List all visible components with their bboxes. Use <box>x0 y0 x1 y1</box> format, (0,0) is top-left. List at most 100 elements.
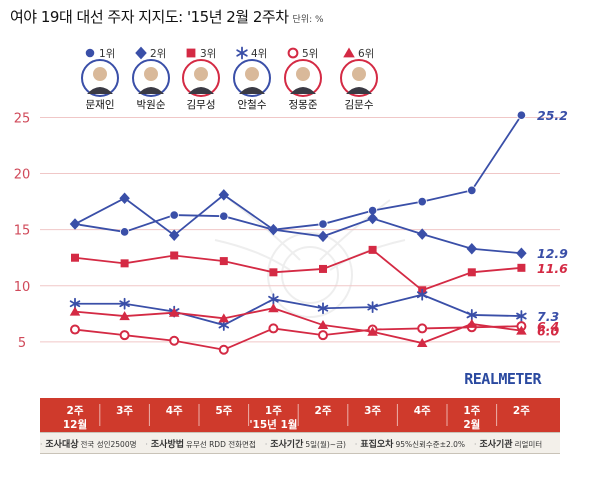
info-value: 5일(월)~금) <box>305 439 346 449</box>
data-point <box>517 263 526 272</box>
data-point <box>119 311 130 321</box>
data-point <box>367 212 378 225</box>
data-point <box>317 320 329 330</box>
data-point <box>219 257 228 266</box>
data-point <box>268 293 279 306</box>
asterisk-stroke <box>367 303 378 311</box>
data-point <box>516 325 527 335</box>
asterisk-stroke <box>218 321 230 329</box>
x-tick-label: 1주 <box>265 405 282 417</box>
legend-marker <box>343 47 355 58</box>
title-text: 여야 19대 대선 주자 지지도: '15년 2월 2주차 <box>10 8 289 26</box>
series-end-label: 25.2 <box>537 108 568 123</box>
data-point <box>119 297 130 310</box>
x-axis-band <box>40 398 560 432</box>
asterisk-stroke <box>268 295 279 303</box>
x-tick-label: 2주 <box>315 405 332 417</box>
asterisk-stroke <box>69 300 81 308</box>
data-point <box>317 230 329 243</box>
y-tick-label: 15 <box>14 224 31 239</box>
data-point <box>70 324 80 335</box>
avatar-name-bg <box>338 97 380 110</box>
legend-marker <box>84 47 96 59</box>
data-point <box>319 264 327 273</box>
x-tick-sublabel: 2월 <box>463 418 480 431</box>
data-point <box>466 318 478 328</box>
x-tick-label: 2주 <box>513 405 530 417</box>
legend-rank: 1위 <box>99 47 115 60</box>
data-point <box>71 253 79 262</box>
series-line <box>74 248 522 292</box>
data-point <box>119 227 130 237</box>
legend-rank: 2위 <box>150 47 166 60</box>
series-end-label: 12.9 <box>537 246 568 261</box>
survey-info-bar: · 조사대상 전국 성인2500명 · 조사방법 유무선 RDD 전화면접 · 조사기간 5일(… <box>40 432 560 454</box>
legend-rank: 3위 <box>200 47 216 60</box>
data-point <box>168 229 180 242</box>
info-value: 95%신뢰수준±2.0% <box>395 439 466 449</box>
info-label: 조사대상 <box>45 439 79 450</box>
data-point <box>416 338 428 348</box>
data-point <box>417 323 428 334</box>
x-tick-sublabel: '15년 1월 <box>249 418 297 431</box>
info-bullet: · <box>264 439 268 449</box>
data-point <box>169 210 179 220</box>
data-point <box>466 242 478 255</box>
data-point <box>268 323 279 334</box>
x-tick-label: 5주 <box>215 405 232 417</box>
asterisk-stroke <box>236 49 248 57</box>
x-tick-sublabel: 12월 <box>63 418 87 431</box>
data-point <box>318 330 328 341</box>
x-tick-label: 2주 <box>67 405 84 417</box>
data-point <box>417 196 427 207</box>
survey-info-item: · 조사대상 전국 성인2500명 <box>40 437 137 450</box>
survey-info-item: · 조사기간 5일(월)~금) <box>265 437 346 450</box>
legend-rank: 4위 <box>251 47 267 60</box>
legend-marker <box>186 48 196 58</box>
series-end-label: 7.3 <box>537 309 559 324</box>
asterisk-stroke <box>516 312 527 320</box>
info-bullet: · <box>40 439 43 449</box>
avatar-body <box>290 87 316 94</box>
data-point <box>119 192 130 204</box>
asterisk-stroke <box>416 291 428 299</box>
avatar-name-bg <box>231 97 273 110</box>
data-point <box>416 228 428 240</box>
info-value: 전국 성인2500명 <box>80 439 137 449</box>
data-point <box>467 185 477 196</box>
data-point <box>69 306 81 316</box>
x-tick-label: 4주 <box>414 405 431 417</box>
data-point <box>467 268 476 277</box>
watermark-inner-circle <box>281 246 339 304</box>
avatar-name: 박원순 <box>137 99 166 111</box>
watermark-circle <box>267 232 353 318</box>
y-tick-label: 20 <box>14 168 31 183</box>
avatar-face <box>144 67 158 81</box>
series-line <box>74 325 522 351</box>
avatar-name-bg <box>130 97 172 110</box>
plot-area <box>40 95 560 398</box>
avatar-body <box>346 87 372 94</box>
avatar-name: 정몽준 <box>289 99 318 111</box>
series-김무성: 11.6 <box>71 245 568 295</box>
data-point <box>368 245 377 254</box>
data-point <box>168 307 180 317</box>
data-point <box>317 302 329 315</box>
avatar-body <box>87 87 113 94</box>
info-label: 조사기간 <box>270 439 304 450</box>
avatar-name: 안철수 <box>238 99 267 111</box>
data-point <box>466 309 478 321</box>
avatar-body <box>239 87 265 94</box>
info-label: 조사기관 <box>479 439 513 450</box>
survey-info-item: · 표집오차 95%신뢰수준±2.0% <box>355 437 465 450</box>
series-end-label: 6.0 <box>537 324 559 339</box>
data-point <box>119 330 130 341</box>
avatar-body <box>138 87 164 94</box>
info-value: 유무선 RDD 전화면접 <box>186 439 256 449</box>
data-point <box>219 211 229 221</box>
